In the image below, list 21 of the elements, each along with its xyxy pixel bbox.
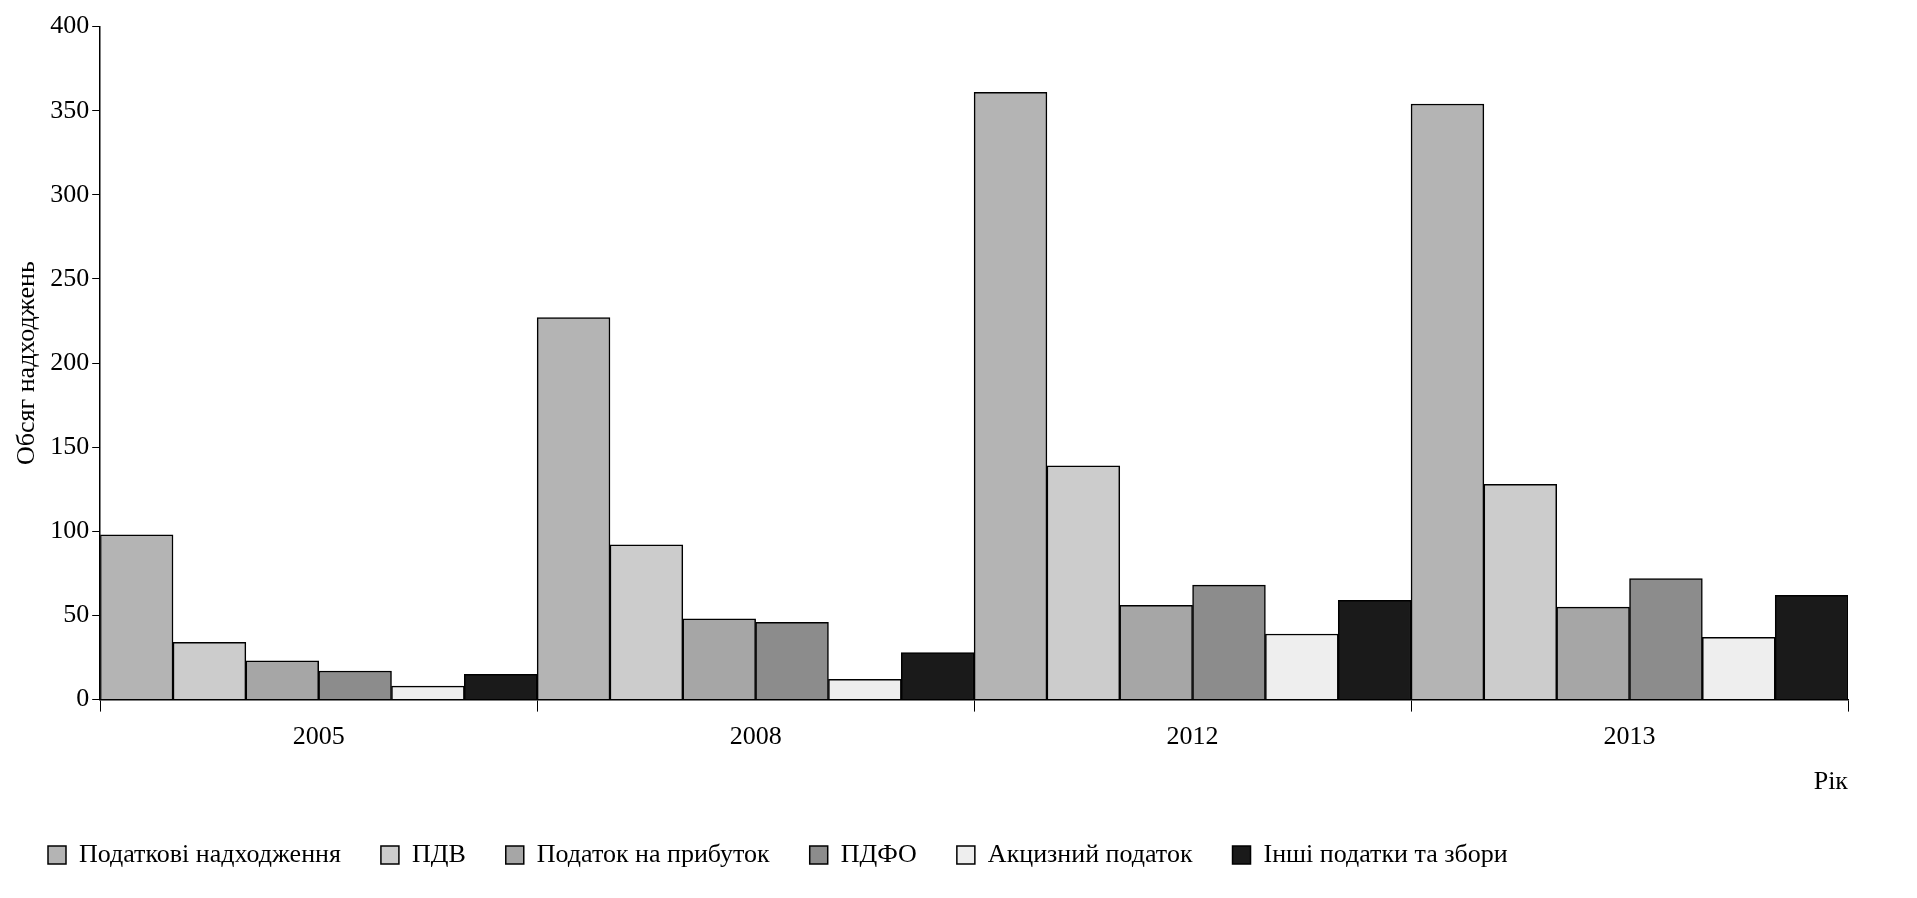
y-tick-label: 150 <box>50 431 90 461</box>
x-tick-label: 2012 <box>1166 721 1219 751</box>
legend-label: ПДФО <box>840 838 917 868</box>
y-tick-label: 0 <box>76 683 90 713</box>
legend-label: Податок на прибуток <box>536 838 771 868</box>
legend-label: Податкові надходження <box>79 838 341 868</box>
y-tick-label: 350 <box>50 94 90 124</box>
y-tick-label: 50 <box>63 599 90 629</box>
y-axis-title: Обсяг надходжень <box>11 261 41 465</box>
x-axis-title: Рік <box>1813 766 1849 796</box>
y-tick-label: 250 <box>50 262 90 292</box>
legend-label: ПДВ <box>411 838 466 868</box>
x-tick-label: 2008 <box>729 721 782 751</box>
legend-label: Акцизний податок <box>987 838 1193 868</box>
y-tick-label: 100 <box>50 515 90 545</box>
x-tick-label: 2005 <box>292 721 345 751</box>
legend-label: Інші податки та збори <box>1263 838 1508 868</box>
y-tick-label: 200 <box>50 346 90 376</box>
y-tick-label: 400 <box>50 10 90 40</box>
x-tick-label: 2013 <box>1603 721 1656 751</box>
y-tick-label: 300 <box>50 178 90 208</box>
